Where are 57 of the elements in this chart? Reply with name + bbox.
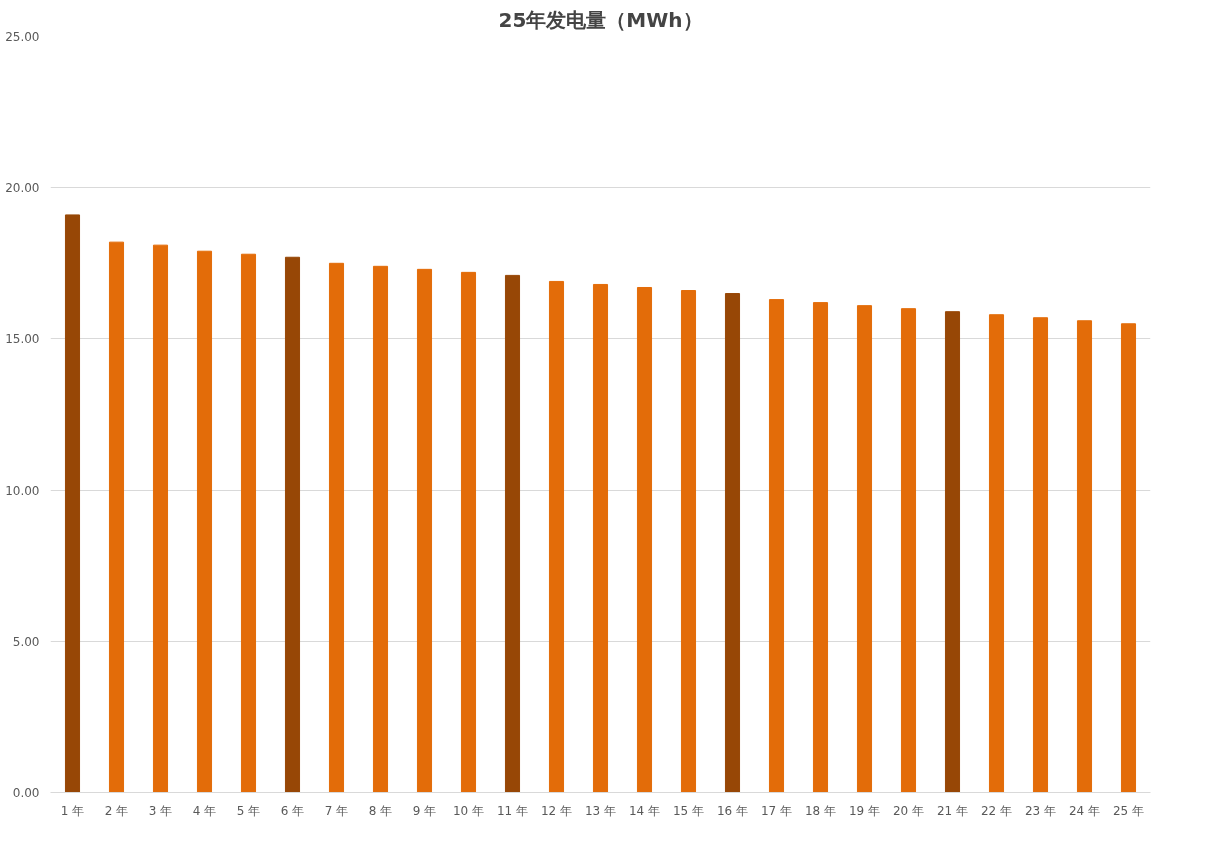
- bar: [548, 280, 565, 793]
- x-tick-label: 4 年: [192, 803, 217, 818]
- y-tick-label: 0.00: [12, 786, 40, 800]
- x-tick-label: 10 年: [452, 803, 485, 818]
- bar: [196, 250, 213, 793]
- bar: [988, 314, 1005, 793]
- x-tick-label: 24 年: [1068, 803, 1101, 818]
- x-tick-label: 3 年: [148, 803, 173, 818]
- chart-title: 25年发电量（MWh）: [498, 7, 703, 32]
- bar: [944, 311, 961, 793]
- x-tick-label: 8 年: [368, 803, 393, 818]
- bar: [504, 274, 521, 793]
- bar: [64, 214, 81, 793]
- bar: [416, 268, 433, 793]
- x-tick-label: 25 年: [1112, 803, 1145, 818]
- x-tick-label: 1 年: [60, 803, 85, 818]
- x-tick-label: 15 年: [672, 803, 705, 818]
- y-tick-label: 20.00: [5, 181, 40, 196]
- x-tick-label: 19 年: [848, 803, 881, 818]
- y-tick-label: 10.00: [5, 483, 40, 498]
- x-tick-label: 12 年: [540, 803, 573, 818]
- x-tick-label: 11 年: [496, 803, 529, 818]
- bar: [856, 305, 873, 793]
- bar: [372, 265, 389, 793]
- x-tick-label: 5 年: [236, 803, 261, 818]
- x-tick-label: 20 年: [892, 803, 925, 818]
- bar: [460, 271, 477, 793]
- bar: [724, 293, 741, 793]
- x-tick-label: 16 年: [716, 803, 749, 818]
- x-tick-label: 2 年: [104, 803, 129, 818]
- x-tick-label: 17 年: [760, 803, 793, 818]
- y-tick-label: 15.00: [5, 332, 40, 347]
- x-tick-label: 9 年: [412, 803, 437, 818]
- bar: [768, 299, 785, 793]
- bar: [328, 262, 345, 793]
- bar: [1076, 320, 1093, 793]
- bar: [812, 302, 829, 793]
- x-tick-label: 6 年: [280, 803, 305, 818]
- bar: [108, 241, 125, 793]
- bar: [592, 283, 609, 793]
- x-tick-label: 21 年: [936, 803, 969, 818]
- bar: [636, 286, 653, 793]
- x-tick-label: 7 年: [324, 803, 349, 818]
- x-tick-label: 23 年: [1024, 803, 1057, 818]
- bar: [900, 308, 917, 793]
- y-tick-label: 5.00: [12, 634, 40, 649]
- x-tick-label: 13 年: [584, 803, 617, 818]
- bar: [1120, 323, 1137, 793]
- x-tick-label: 18 年: [804, 803, 837, 818]
- y-tick-label: 25.00: [5, 30, 40, 44]
- bar: [240, 253, 257, 793]
- x-tick-label: 22 年: [980, 803, 1013, 818]
- bar: [152, 244, 169, 793]
- bar: [1032, 317, 1049, 793]
- bar: [680, 290, 697, 793]
- bar: [284, 256, 301, 793]
- x-tick-label: 14 年: [628, 803, 661, 818]
